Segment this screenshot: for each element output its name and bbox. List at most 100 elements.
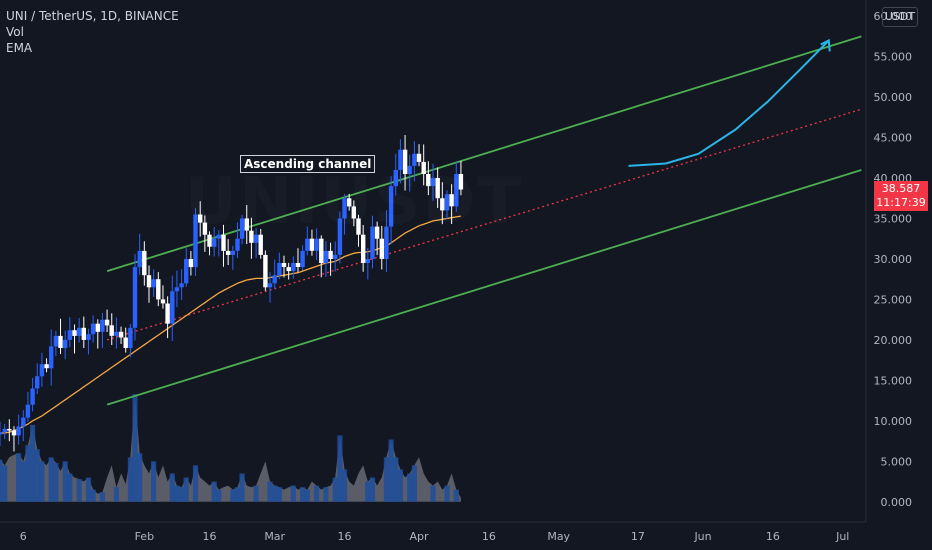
chart-legend: UNI / TetherUS, 1D, BINANCE Vol EMA bbox=[6, 8, 179, 56]
candle-up bbox=[323, 250, 329, 263]
price-axis-label: 20.000 bbox=[874, 334, 913, 347]
volume-bar-up bbox=[20, 461, 26, 502]
volume-bar-up bbox=[290, 485, 296, 502]
candle-up bbox=[53, 335, 59, 347]
candle-up bbox=[212, 238, 217, 247]
price-axis-label: 10.000 bbox=[874, 415, 913, 428]
volume-bar-up bbox=[53, 462, 59, 502]
candle-down bbox=[449, 194, 454, 207]
volume-bar-up bbox=[272, 485, 278, 502]
time-axis-label: Apr bbox=[410, 530, 430, 543]
last-price-tag: 38.587 11:17:39 bbox=[874, 181, 928, 212]
projection-arrow[interactable] bbox=[628, 38, 831, 167]
candle-up bbox=[370, 226, 375, 259]
candle-down bbox=[44, 364, 49, 369]
volume-bar-up bbox=[411, 465, 417, 502]
candle-down bbox=[416, 153, 422, 162]
volume-bar-up bbox=[430, 485, 436, 502]
candle-down bbox=[458, 174, 464, 190]
candle-up bbox=[114, 331, 119, 336]
volume-bar-up bbox=[253, 485, 259, 502]
ema-line bbox=[0, 215, 462, 434]
ascending-channel-label[interactable]: Ascending channel bbox=[240, 155, 376, 173]
currency-button[interactable]: USDT bbox=[882, 7, 918, 27]
candle-down bbox=[58, 335, 63, 348]
candle-down bbox=[258, 234, 263, 255]
volume-bar-up bbox=[39, 461, 45, 502]
time-axis[interactable]: 6 Feb 16 Mar 16 Apr 16 May 17 Jun 16 Jul bbox=[20, 530, 850, 543]
volume-bar-up bbox=[25, 445, 31, 502]
candle-down bbox=[309, 238, 315, 251]
price-axis-label: 60.000 bbox=[874, 10, 913, 23]
volume-bar-up bbox=[230, 489, 236, 502]
candle-down bbox=[328, 250, 333, 259]
volume-bar-up bbox=[369, 477, 376, 502]
indicator-vol[interactable]: Vol bbox=[6, 25, 24, 39]
candle-up bbox=[267, 283, 273, 288]
volume-bar-up bbox=[365, 481, 371, 502]
volume-bar-up bbox=[407, 473, 413, 502]
candle-up bbox=[128, 327, 133, 348]
ascending-channel[interactable] bbox=[106, 35, 862, 406]
candle-down bbox=[426, 174, 431, 187]
candle-down bbox=[374, 226, 380, 239]
candle-up bbox=[30, 388, 35, 405]
candle-up bbox=[365, 259, 370, 263]
volume-bar-up bbox=[179, 487, 185, 502]
volume-bar-up bbox=[99, 492, 105, 502]
candle-down bbox=[123, 337, 128, 348]
candle-down bbox=[81, 327, 86, 340]
candle-down bbox=[295, 263, 301, 267]
symbol-watermark: UNIUSDT bbox=[185, 165, 523, 239]
price-axis-label: 50.000 bbox=[874, 91, 913, 104]
candle-up bbox=[100, 319, 105, 332]
volume-bar-up bbox=[216, 489, 222, 502]
candle-down bbox=[72, 330, 77, 336]
candle-up bbox=[333, 254, 338, 259]
channel-mid-line bbox=[106, 108, 862, 341]
price-axis-label: 45.000 bbox=[874, 132, 913, 145]
ema-series bbox=[0, 215, 462, 434]
candle-down bbox=[221, 234, 226, 251]
symbol-title[interactable]: UNI / TetherUS, 1D, BINANCE bbox=[6, 9, 179, 23]
volume-series bbox=[0, 394, 461, 502]
candle-up bbox=[184, 259, 189, 284]
candle-up bbox=[277, 263, 282, 276]
volume-bar-up bbox=[300, 487, 306, 502]
candle-up bbox=[454, 174, 459, 207]
time-axis-label: 16 bbox=[203, 530, 217, 543]
volume-bar-up bbox=[304, 489, 310, 502]
indicator-ema[interactable]: EMA bbox=[6, 41, 33, 55]
time-axis-label: Mar bbox=[264, 530, 285, 543]
candle-up bbox=[35, 376, 40, 389]
volume-bar-up bbox=[276, 487, 282, 502]
candle-down bbox=[11, 430, 17, 436]
candle-up bbox=[253, 234, 259, 243]
volume-bar-up bbox=[239, 473, 245, 502]
candle-up bbox=[132, 267, 138, 328]
channel-lower-line bbox=[106, 169, 862, 406]
candle-up bbox=[179, 283, 184, 288]
candle-up bbox=[151, 279, 156, 288]
candle-down bbox=[319, 238, 324, 263]
candle-down bbox=[156, 279, 161, 300]
candle-up bbox=[235, 238, 240, 251]
candle-up bbox=[388, 186, 394, 227]
candle-down bbox=[263, 254, 268, 288]
candle-down bbox=[347, 198, 352, 207]
volume-bar-up bbox=[137, 453, 143, 502]
volume-bar-up bbox=[151, 461, 157, 502]
candle-down bbox=[7, 428, 12, 431]
candle-up bbox=[407, 165, 412, 174]
volume-bar-up bbox=[397, 469, 403, 502]
candle-up bbox=[342, 198, 347, 219]
candle-up bbox=[314, 238, 319, 251]
candle-up bbox=[77, 327, 82, 336]
candle-down bbox=[281, 263, 287, 267]
candle-up bbox=[300, 250, 305, 268]
candlestick-series bbox=[0, 135, 464, 452]
price-axis-label: 30.000 bbox=[874, 253, 913, 266]
candle-down bbox=[402, 149, 408, 174]
candle-down bbox=[379, 238, 384, 259]
